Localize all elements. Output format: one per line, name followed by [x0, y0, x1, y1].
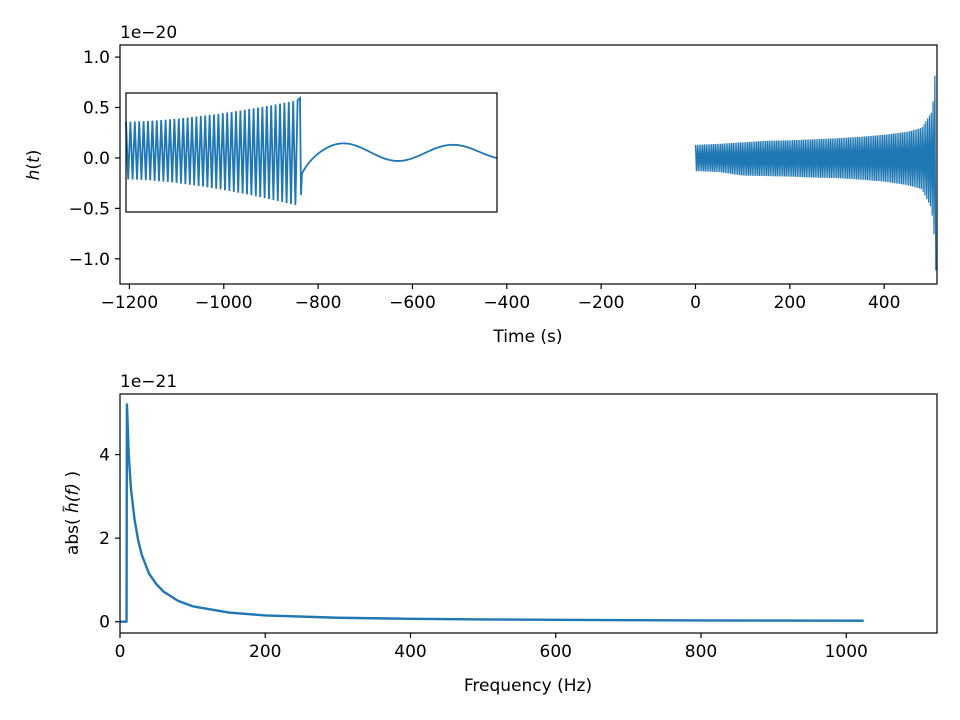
bottom-xlabel: Frequency (Hz)	[464, 676, 592, 696]
bottom-series-line	[120, 403, 864, 623]
bottom-xtick-label: 0	[115, 642, 126, 662]
top-axes-frame	[119, 44, 938, 285]
bottom-ylabel-prefix: abs(	[63, 513, 83, 555]
top-ytick-label: 0.5	[83, 99, 110, 119]
top-xlabel: Time (s)	[492, 327, 562, 347]
top-ylabel-var: t	[24, 155, 44, 163]
bottom-xticks: 0 200 400 600 800 1000	[115, 633, 868, 662]
bottom-ylabel: abs( h̃(f) )	[62, 471, 83, 555]
bottom-xtick-label: 200	[249, 642, 281, 662]
inset-background	[126, 93, 497, 212]
top-offset-text: 1e−20	[120, 23, 177, 43]
top-ytick-label: 1.0	[83, 48, 110, 68]
top-xtick-label: 400	[868, 293, 900, 313]
top-series-line	[694, 75, 937, 271]
top-ylabel-close: )	[24, 150, 44, 157]
bottom-offset-text: 1e−21	[120, 372, 177, 392]
top-ytick-label: 0.0	[83, 149, 110, 169]
bottom-ytick-label: 2	[99, 529, 110, 549]
top-ylabel-base: h	[24, 170, 44, 181]
bottom-xtick-label: 600	[540, 642, 572, 662]
top-inset	[125, 92, 498, 213]
top-xtick-label: −800	[295, 293, 342, 313]
bottom-ytick-label: 4	[99, 446, 110, 466]
bottom-xtick-label: 1000	[825, 642, 868, 662]
top-xtick-label: 0	[690, 293, 701, 313]
bottom-series-group	[120, 403, 864, 623]
bottom-xtick-label: 800	[685, 642, 717, 662]
top-yticks: −1.0 −0.5 0.0 0.5 1.0	[69, 48, 120, 270]
inset-series-line	[125, 95, 498, 206]
top-xtick-label: −600	[389, 293, 436, 313]
top-xtick-label: −1200	[101, 293, 159, 313]
bottom-ylabel-suffix: )	[63, 471, 83, 483]
top-ytick-label: −1.0	[69, 250, 110, 270]
bottom-yticks: 0 2 4	[99, 446, 120, 633]
top-xtick-label: −1000	[195, 293, 253, 313]
bottom-ylabel-var: h̃(f)	[62, 483, 83, 513]
top-xticks: −1200 −1000 −800 −600 −400 −200 0 200 400	[101, 284, 900, 313]
inset-frame	[125, 92, 498, 213]
bottom-axes-frame	[119, 393, 938, 634]
top-xtick-label: −400	[483, 293, 530, 313]
top-xtick-label: −200	[578, 293, 625, 313]
top-series-group	[694, 75, 937, 271]
top-ylabel: h(t)	[24, 150, 44, 181]
top-xtick-label: 200	[774, 293, 806, 313]
bottom-ytick-label: 0	[99, 613, 110, 633]
bottom-xtick-label: 400	[394, 642, 426, 662]
top-ytick-label: −0.5	[69, 199, 110, 219]
top-ylabel-open: (	[24, 163, 44, 170]
top-plot: −1200 −1000 −800 −600 −400 −200 0 200 400 −1.0 −0…	[24, 23, 938, 347]
bottom-plot: 0 200 400 600 800 1000 0 2 4 1e−21 Frequency (H…	[62, 372, 938, 696]
